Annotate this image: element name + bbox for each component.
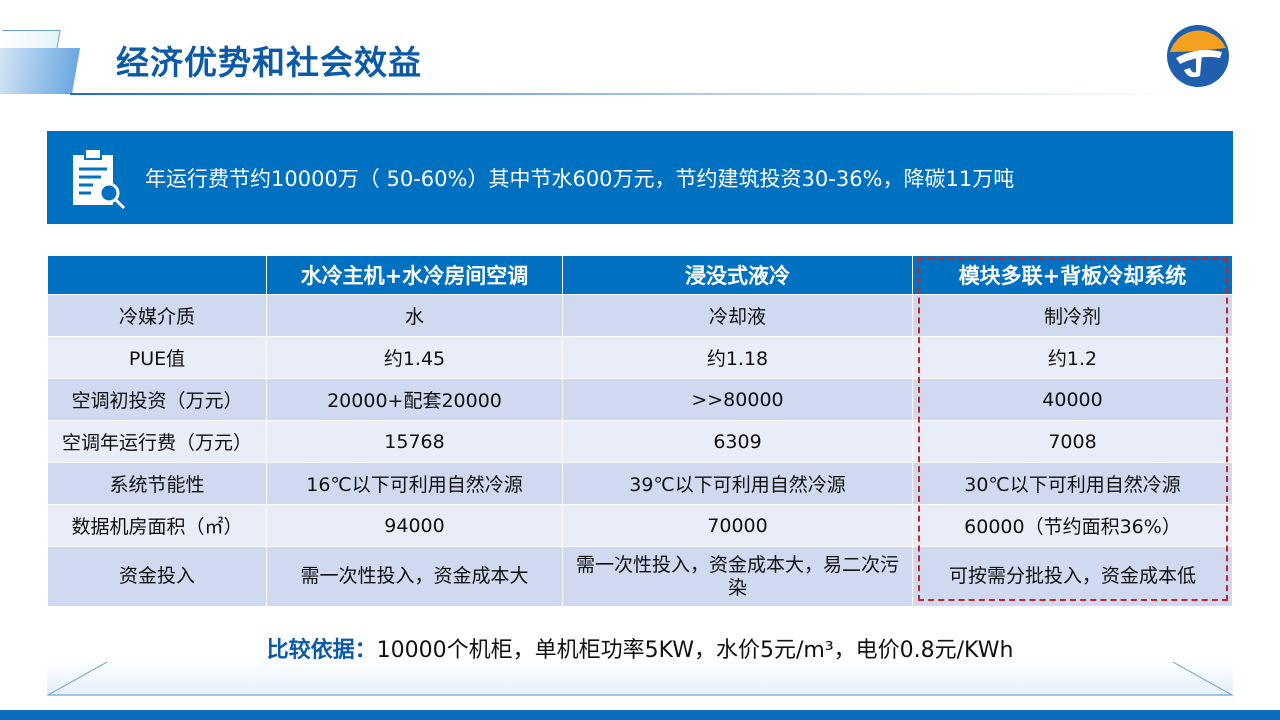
row-label: 数据机房面积（㎡） xyxy=(47,504,267,547)
page-title: 经济优势和社会效益 xyxy=(116,43,422,82)
table-cell: 94000 xyxy=(266,504,563,547)
table-cell: 冷却液 xyxy=(562,294,913,337)
basis-text: 10000个机柜，单机柜功率5KW，水价5元/m³，电价0.8元/KWh xyxy=(376,638,1014,663)
table-cell: 6309 xyxy=(562,420,913,463)
table-cell: 20000+配套20000 xyxy=(266,378,563,421)
basis-platform xyxy=(47,660,1233,696)
row-label: 空调初投资（万元） xyxy=(47,378,267,421)
table-cell: 15768 xyxy=(266,420,563,463)
table-cell: 约1.2 xyxy=(912,336,1233,379)
table-cell: 可按需分批投入，资金成本低 xyxy=(912,546,1233,607)
header-cell: 模块多联+背板冷却系统 xyxy=(912,255,1233,295)
comparison-basis: 比较依据：10000个机柜，单机柜功率5KW，水价5元/m³，电价0.8元/KW… xyxy=(0,632,1280,664)
table-cell: 60000（节约面积36%） xyxy=(912,504,1233,547)
table-header-row: 水冷主机+水冷房间空调 浸没式液冷 模块多联+背板冷却系统 xyxy=(47,255,1233,295)
row-label: 资金投入 xyxy=(47,546,267,607)
table-cell: 39℃以下可利用自然冷源 xyxy=(562,462,913,505)
comparison-table: 水冷主机+水冷房间空调 浸没式液冷 模块多联+背板冷却系统 冷媒介质水冷却液 制冷… xyxy=(47,255,1233,607)
table-row: 空调初投资（万元） 20000+配套20000 >>80000 40000 xyxy=(47,378,1233,421)
table-row: 资金投入 需一次性投入，资金成本大 需一次性投入，资金成本大，易二次污染 可按需分批投… xyxy=(47,546,1233,607)
header-cell: 水冷主机+水冷房间空调 xyxy=(266,255,563,295)
title-divider xyxy=(70,93,1190,95)
table-cell: 7008 xyxy=(912,420,1233,463)
report-search-icon xyxy=(73,149,126,209)
row-label: 冷媒介质 xyxy=(47,294,267,337)
table-cell: 16℃以下可利用自然冷源 xyxy=(266,462,563,505)
table-cell: 70000 xyxy=(562,504,913,547)
table-cell: >>80000 xyxy=(562,378,913,421)
summary-banner: 年运行费节约10000万（ 50-60%）其中节水600万元，节约建筑投资30-… xyxy=(47,131,1233,224)
summary-text: 年运行费节约10000万（ 50-60%）其中节水600万元，节约建筑投资30-… xyxy=(145,167,1015,191)
table-cell: 需一次性投入，资金成本大 xyxy=(266,546,563,607)
table-row: 冷媒介质水冷却液 制冷剂 xyxy=(47,294,1233,337)
header-cell: 浸没式液冷 xyxy=(562,255,913,295)
table-cell: 约1.18 xyxy=(562,336,913,379)
row-label: 空调年运行费（万元） xyxy=(47,420,267,463)
table-row: 系统节能性 16℃以下可利用自然冷源 39℃以下可利用自然冷源 30℃以下可利用自然冷… xyxy=(47,462,1233,505)
header-decoration-bar xyxy=(0,48,81,94)
basis-label: 比较依据： xyxy=(266,638,377,663)
table-cell: 制冷剂 xyxy=(912,294,1233,337)
row-label: PUE值 xyxy=(47,336,267,379)
table-row: 空调年运行费（万元） 15768 6309 7008 xyxy=(47,420,1233,463)
row-label: 系统节能性 xyxy=(47,462,267,505)
footer-bar xyxy=(0,710,1280,720)
table-cell: 约1.45 xyxy=(266,336,563,379)
table-cell: 30℃以下可利用自然冷源 xyxy=(912,462,1233,505)
table-row: 数据机房面积（㎡） 94000 70000 60000（节约面积36%） xyxy=(47,504,1233,547)
table-cell: 需一次性投入，资金成本大，易二次污染 xyxy=(562,546,913,607)
platform-outline xyxy=(47,661,1233,696)
header-cell xyxy=(47,255,267,295)
table-cell: 40000 xyxy=(912,378,1233,421)
table-cell: 水 xyxy=(266,294,563,337)
company-logo xyxy=(1167,25,1229,87)
table-row: PUE值 约1.45 约1.18 约1.2 xyxy=(47,336,1233,379)
